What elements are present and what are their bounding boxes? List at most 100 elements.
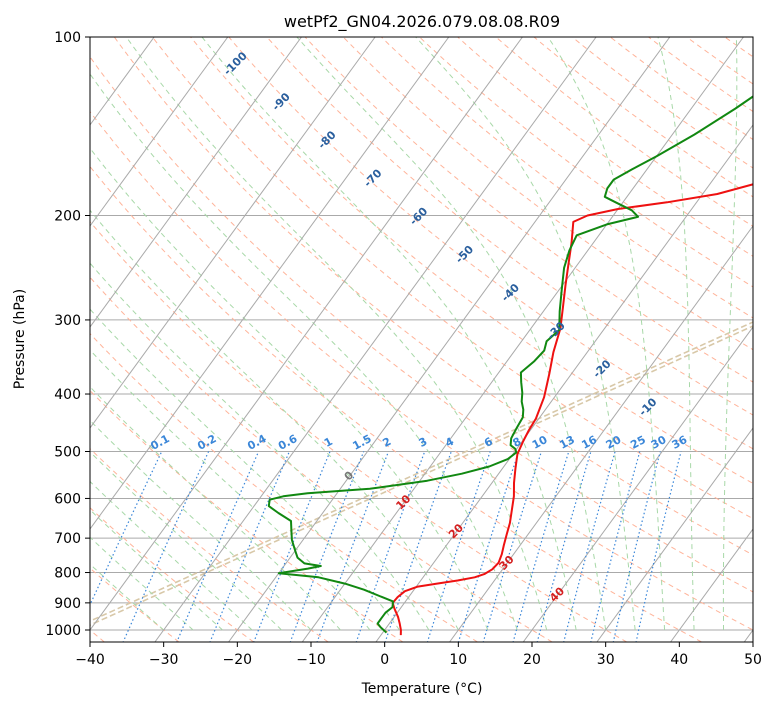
dry-adiabat: [90, 56, 753, 593]
mixing-ratio-line: [384, 451, 452, 642]
y-axis-ticks: 100 200 300 400 500 600 700 800 900 1000: [45, 30, 90, 639]
isotherm-line: [375, 124, 753, 642]
mixing-ratio-line: [563, 451, 616, 642]
y-tick-label: 700: [54, 531, 81, 547]
plot-area: 0.1 0.2 0.4 0.6 1 1.5 2 3 4 6 8 10 13 16 20 25 30 36-100-…: [90, 37, 753, 642]
moist-adiabat: [90, 147, 489, 631]
x-tick-label: −10: [296, 652, 326, 668]
moist-adiabat: [90, 262, 430, 631]
mixing-ratio-line: [122, 451, 210, 642]
x-tick-label: −30: [149, 652, 179, 668]
frost-curve: [90, 321, 753, 622]
moist-adiabat: [90, 509, 223, 631]
x-axis-ticks: −40 −30 −20 −10 0 10 20 30 40 50: [75, 642, 762, 668]
y-axis-label: Pressure (hPa): [12, 289, 28, 389]
mixing-ratio-line: [635, 451, 682, 642]
moist-adiabat: [90, 386, 341, 631]
temperature-profile-line: [391, 183, 753, 636]
isotherm-line: [90, 37, 376, 429]
moist-adiabat: [90, 480, 253, 631]
mixing-ratio-label: 20: [604, 433, 624, 452]
x-tick-label: −40: [75, 652, 105, 668]
isotherm-line: [90, 37, 450, 530]
y-tick-label: 200: [54, 209, 81, 225]
mixing-ratio-line: [426, 451, 491, 642]
dry-adiabat: [571, 37, 753, 169]
dry-adiabat: [90, 332, 478, 642]
frost-curve: [90, 325, 753, 626]
dry-adiabat: [90, 220, 628, 642]
x-tick-label: −20: [223, 652, 253, 668]
moist-adiabat: [90, 536, 194, 631]
dry-adiabat: [228, 37, 753, 450]
moist-adiabat: [90, 419, 312, 631]
x-tick-label: 30: [597, 652, 615, 668]
mixing-ratio-line: [612, 451, 661, 642]
dry-adiabat: [152, 37, 753, 520]
y-tick-label: 1000: [45, 623, 81, 639]
mixing-ratio-label: 25: [628, 433, 648, 452]
mixing-ratio-label: 10: [530, 433, 550, 452]
x-tick-label: 10: [449, 652, 467, 668]
x-axis-label: Temperature (°C): [361, 681, 483, 697]
moist-adiabat: [657, 37, 695, 631]
isotherm-line: [596, 427, 753, 642]
mixing-ratio-label: 36: [670, 433, 690, 452]
dry-adiabat: [90, 389, 404, 642]
dry-adiabat: [90, 276, 553, 642]
isotherm-line: [90, 37, 523, 631]
dry-adiabat: [381, 37, 753, 319]
pressure-gridlines: [90, 37, 753, 631]
isotherms: [90, 37, 753, 642]
dry-adiabat: [609, 37, 753, 141]
isotherm-line: [154, 37, 597, 642]
mixing-ratio-line: [590, 451, 641, 642]
dry-adiabat: [113, 37, 753, 556]
y-tick-label: 500: [54, 445, 81, 461]
moist-adiabat: [90, 349, 371, 631]
chart-title: wetPf2_GN04.2026.079.08.08.R09: [284, 12, 560, 32]
moist-adiabat: [547, 37, 666, 631]
dewpoint-profile-line: [267, 95, 753, 634]
dry-adiabat: [304, 37, 753, 383]
isotherm-line: [90, 37, 229, 227]
dry-adiabat: [266, 37, 753, 416]
y-tick-label: 900: [54, 596, 81, 612]
isotherm-line: [670, 528, 753, 642]
y-tick-label: 600: [54, 491, 81, 507]
isotherm-line: [90, 37, 302, 328]
moist-adiabat: [125, 37, 548, 631]
moist-adiabat: [90, 73, 518, 631]
mixing-ratio-line: [209, 451, 290, 642]
mixing-ratio-line: [482, 451, 542, 642]
moist-adiabat: [722, 37, 738, 630]
x-tick-label: 0: [380, 652, 389, 668]
dry-adiabat: [90, 110, 753, 631]
isotherm-line: [522, 326, 753, 642]
x-tick-label: 20: [523, 652, 541, 668]
dry-adiabat: [419, 37, 753, 288]
dry-adiabat: [342, 37, 753, 351]
moist-adiabat: [296, 37, 607, 631]
mixing-ratio-line: [176, 451, 260, 642]
mixing-ratio-label: 13: [557, 433, 577, 452]
mixing-ratio-line: [457, 451, 520, 642]
y-tick-label: 100: [54, 30, 81, 46]
plot-frame: [89, 36, 754, 643]
moist-adiabats: [90, 37, 738, 631]
dry-adiabat: [90, 165, 702, 642]
mixing-ratio-line: [90, 451, 163, 607]
sounding-profiles: [267, 95, 753, 636]
moist-adiabat: [415, 37, 636, 631]
isotherm-line: [301, 37, 744, 642]
moist-adiabat: [90, 563, 165, 631]
mixing-ratio-label: 16: [579, 433, 599, 452]
isotherm-line: [228, 37, 671, 642]
dry-adiabat: [533, 37, 753, 198]
x-tick-label: 40: [670, 652, 688, 668]
moist-adiabat: [90, 451, 282, 631]
y-tick-label: 800: [54, 566, 81, 582]
x-tick-label: 50: [744, 652, 762, 668]
